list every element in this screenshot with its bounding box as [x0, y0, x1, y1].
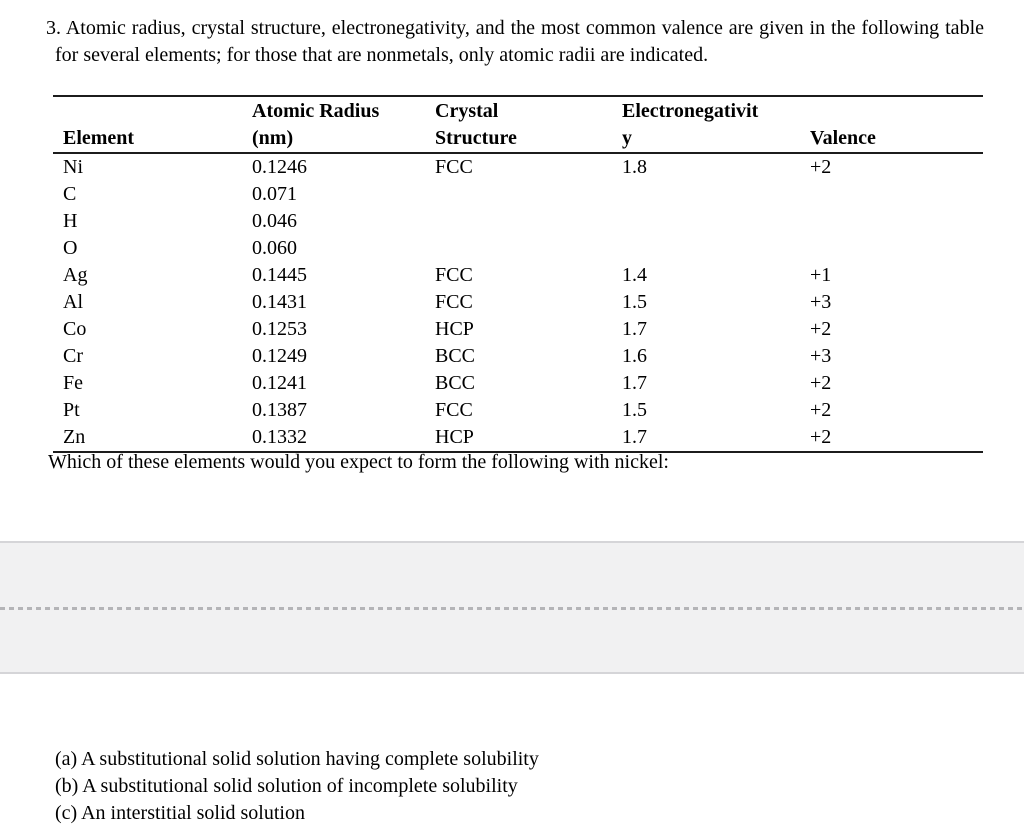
cell-structure: [435, 181, 622, 208]
table-row: H 0.046: [53, 208, 983, 235]
cell-element: Pt: [63, 399, 80, 421]
cell-electronegativity: [622, 181, 810, 208]
header-atomic-radius: Atomic Radius (nm): [252, 96, 435, 154]
cell-structure: [435, 235, 622, 262]
cell-electronegativity: 1.5: [622, 399, 647, 421]
cell-structure: [435, 208, 622, 235]
cell-radius: 0.1253: [252, 318, 307, 340]
cell-element: H: [63, 210, 78, 232]
cell-radius: 0.1387: [252, 399, 307, 421]
header-valence: Valence: [810, 96, 983, 154]
cell-valence: +2: [810, 318, 832, 340]
cell-valence: +2: [810, 399, 832, 421]
cell-radius: 0.060: [252, 237, 297, 259]
options-list: (a) A substitutional solid solution havi…: [55, 746, 995, 827]
cell-valence: +2: [810, 424, 983, 453]
cell-electronegativity: 1.5: [622, 291, 647, 313]
table-row: Ni 0.1246 FCC 1.8 +2: [53, 153, 983, 181]
cell-element: Ag: [63, 264, 88, 286]
header-electronegativity: Electronegativit y: [622, 96, 810, 154]
cell-structure: FCC: [435, 156, 473, 178]
cell-element: Zn: [53, 424, 252, 453]
table-row: Co 0.1253 HCP 1.7 +2: [53, 316, 983, 343]
cell-element: Fe: [63, 372, 83, 394]
table-row: Pt 0.1387 FCC 1.5 +2: [53, 397, 983, 424]
cell-electronegativity: [622, 208, 810, 235]
cell-radius: 0.1249: [252, 345, 307, 367]
cell-element: O: [63, 237, 78, 259]
cell-radius: 0.1246: [252, 156, 307, 178]
cell-structure: BCC: [435, 345, 476, 367]
header-crystal-structure: Crystal Structure: [435, 96, 622, 154]
cell-valence: +3: [810, 345, 832, 367]
cell-electronegativity: 1.4: [622, 264, 647, 286]
cell-structure: BCC: [435, 372, 476, 394]
cell-element: Ni: [63, 156, 83, 178]
cell-electronegativity: [622, 235, 810, 262]
question-text: Which of these elements would you expect…: [48, 451, 669, 473]
cell-radius: 0.1241: [252, 372, 307, 394]
cell-element: Al: [63, 291, 83, 313]
cell-electronegativity: 1.6: [622, 345, 647, 367]
cell-valence: [810, 235, 983, 262]
cell-structure: HCP: [435, 318, 474, 340]
cell-valence: [810, 208, 983, 235]
table-row: Ag 0.1445 FCC 1.4 +1: [53, 262, 983, 289]
cell-valence: +3: [810, 291, 832, 313]
cell-structure: FCC: [435, 399, 473, 421]
cell-electronegativity: 1.8: [622, 156, 647, 178]
table-row: Al 0.1431 FCC 1.5 +3: [53, 289, 983, 316]
cell-valence: +1: [810, 264, 832, 286]
cell-structure: FCC: [435, 291, 473, 313]
option-b: (b) A substitutional solid solution of i…: [55, 775, 518, 797]
table-header-row: Element Atomic Radius (nm) Crystal Struc…: [53, 96, 983, 154]
cell-element: Co: [63, 318, 87, 340]
cell-radius: 0.1431: [252, 291, 307, 313]
cell-valence: +2: [810, 372, 832, 394]
cell-radius: 0.046: [252, 210, 297, 232]
header-element: Element: [53, 96, 252, 154]
table-row: Zn 0.1332 HCP 1.7 +2: [53, 424, 983, 453]
table-row: C 0.071: [53, 181, 983, 208]
cell-radius: 0.1332: [252, 424, 435, 453]
problem-statement: 3. Atomic radius, crystal structure, ele…: [46, 17, 984, 66]
cell-radius: 0.071: [252, 183, 297, 205]
elements-table: Element Atomic Radius (nm) Crystal Struc…: [53, 95, 983, 453]
cell-electronegativity: 1.7: [622, 424, 810, 453]
cell-structure: FCC: [435, 264, 473, 286]
cell-valence: [810, 181, 983, 208]
cell-radius: 0.1445: [252, 264, 307, 286]
table-row: Fe 0.1241 BCC 1.7 +2: [53, 370, 983, 397]
option-c: (c) An interstitial solid solution: [55, 802, 305, 824]
cell-electronegativity: 1.7: [622, 372, 647, 394]
option-a: (a) A substitutional solid solution havi…: [55, 748, 539, 770]
table-row: O 0.060: [53, 235, 983, 262]
cell-element: Cr: [63, 345, 83, 367]
table-row: Cr 0.1249 BCC 1.6 +3: [53, 343, 983, 370]
cell-element: C: [63, 183, 77, 205]
cell-structure: HCP: [435, 424, 622, 453]
dashed-cut-line: [0, 607, 1024, 610]
answer-divider-band: [0, 541, 1024, 674]
cell-electronegativity: 1.7: [622, 318, 647, 340]
cell-valence: +2: [810, 156, 832, 178]
